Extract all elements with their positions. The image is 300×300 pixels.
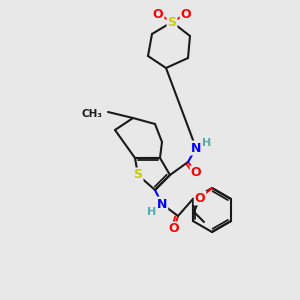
- Text: S: S: [167, 16, 176, 28]
- Text: O: O: [169, 223, 179, 236]
- Text: S: S: [134, 169, 142, 182]
- Text: O: O: [191, 167, 201, 179]
- Text: N: N: [157, 197, 167, 211]
- Text: H: H: [202, 138, 211, 148]
- Text: O: O: [153, 8, 163, 20]
- Text: H: H: [147, 207, 157, 217]
- Text: CH₃: CH₃: [81, 109, 102, 119]
- Text: O: O: [195, 191, 205, 205]
- Text: O: O: [181, 8, 191, 20]
- Text: N: N: [191, 142, 201, 154]
